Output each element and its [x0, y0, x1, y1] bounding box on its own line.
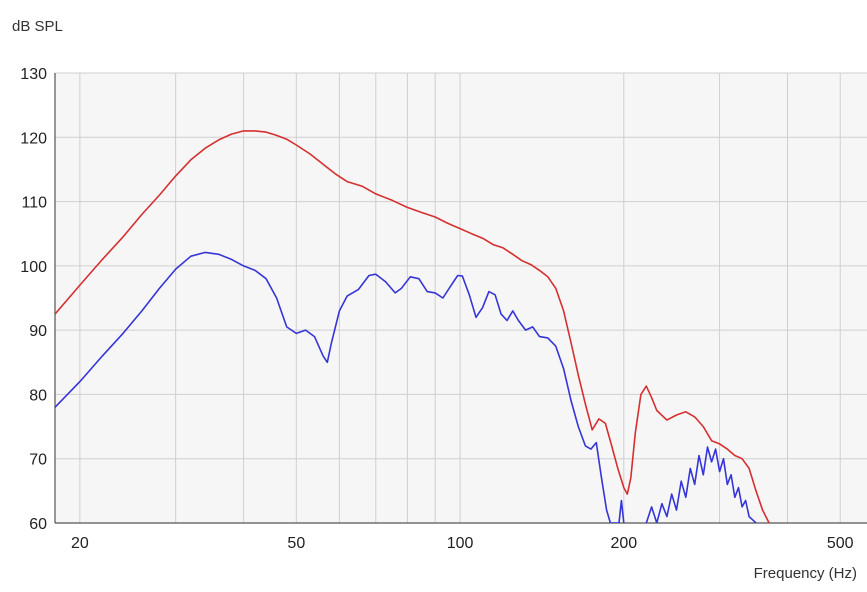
- y-tick-label: 90: [29, 323, 47, 340]
- plot-area: [55, 73, 867, 523]
- y-tick-label: 120: [20, 130, 47, 147]
- y-tick-label: 80: [29, 387, 47, 404]
- series-line-1: [55, 130, 770, 523]
- y-tick-label: 130: [20, 66, 47, 83]
- y-tick-label: 100: [20, 259, 47, 276]
- y-tick-label: 70: [29, 452, 47, 469]
- series-line-3: [645, 446, 757, 523]
- x-tick-label: 500: [827, 535, 854, 552]
- series-line-2: [55, 251, 625, 523]
- x-tick-label: 20: [71, 535, 89, 552]
- x-tick-label: 100: [447, 535, 474, 552]
- y-axis-title: dB SPL: [12, 18, 63, 35]
- x-tick-label: 50: [287, 535, 305, 552]
- y-tick-label: 110: [21, 195, 47, 212]
- y-tick-label: 60: [29, 516, 47, 533]
- x-axis-title: Frequency (Hz): [753, 565, 857, 582]
- x-tick-label: 200: [610, 535, 637, 552]
